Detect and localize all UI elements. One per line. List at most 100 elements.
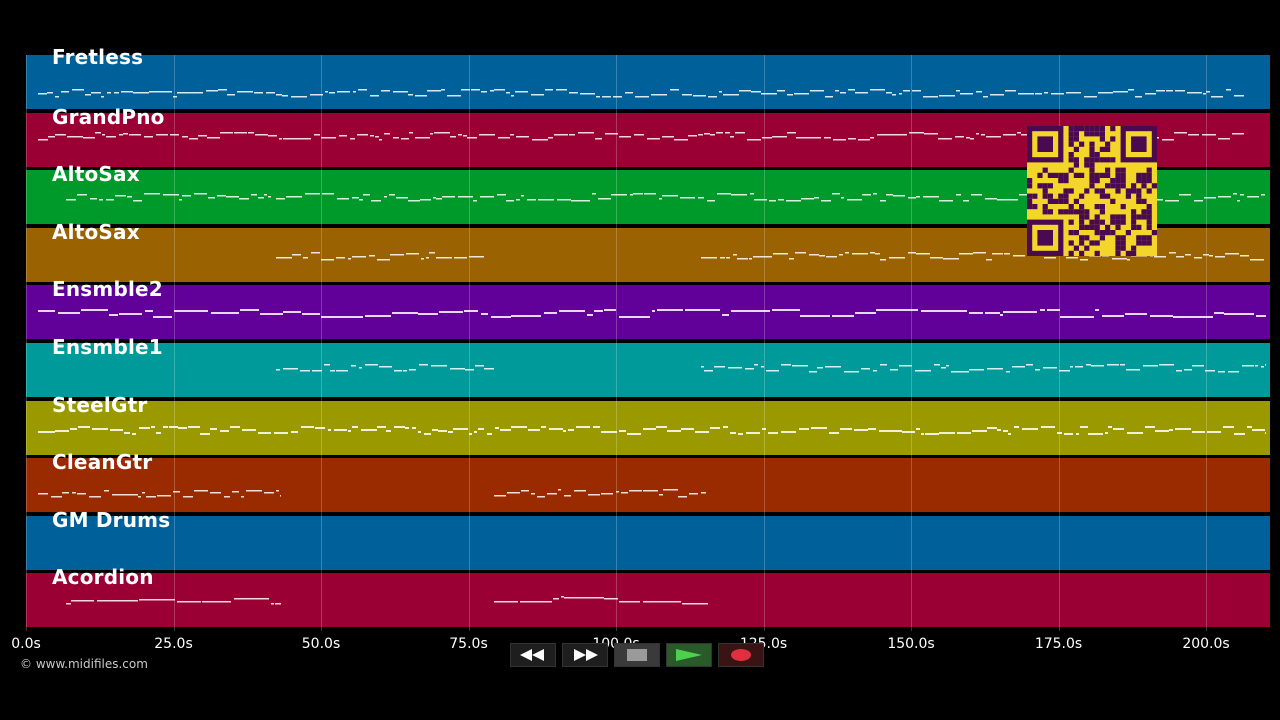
- stop-button[interactable]: [614, 643, 660, 667]
- note: [55, 429, 58, 432]
- note: [1225, 252, 1239, 255]
- note: [310, 94, 323, 96]
- note: [682, 94, 692, 96]
- note: [458, 133, 462, 136]
- note: [83, 136, 95, 139]
- note: [464, 310, 478, 313]
- note: [594, 310, 603, 313]
- note: [133, 133, 141, 136]
- note: [144, 135, 153, 138]
- note: [170, 133, 179, 136]
- note: [899, 93, 902, 95]
- note: [353, 91, 356, 93]
- note: [145, 310, 153, 313]
- note: [1019, 194, 1034, 196]
- note: [55, 133, 66, 136]
- note: [1125, 313, 1147, 316]
- note: [596, 96, 600, 98]
- note-track: [38, 489, 706, 498]
- note: [899, 365, 912, 367]
- note: [479, 133, 495, 136]
- note: [70, 427, 77, 430]
- note: [142, 492, 145, 494]
- note: [986, 258, 992, 261]
- note: [405, 426, 409, 429]
- note: [1145, 93, 1156, 95]
- note: [547, 493, 557, 495]
- note: [475, 365, 484, 367]
- note: [1113, 91, 1128, 93]
- note: [89, 496, 101, 498]
- note: [516, 135, 529, 138]
- note: [761, 93, 777, 95]
- note: [781, 364, 791, 366]
- note: [47, 92, 53, 94]
- note: [439, 311, 463, 314]
- note: [442, 196, 455, 198]
- note: [507, 492, 520, 494]
- note: [685, 309, 720, 312]
- note: [973, 251, 986, 254]
- note: [959, 252, 973, 255]
- record-button[interactable]: [718, 643, 764, 667]
- note: [156, 133, 168, 136]
- note: [1192, 430, 1205, 433]
- note: [544, 312, 557, 315]
- qr-code-graphic: [1027, 126, 1157, 256]
- note: [1256, 315, 1266, 318]
- note: [389, 194, 395, 196]
- note: [560, 89, 567, 91]
- note: [311, 251, 320, 254]
- note: [554, 133, 568, 136]
- note: [1218, 196, 1231, 198]
- note: [1175, 90, 1185, 92]
- note: [772, 309, 800, 312]
- note: [520, 601, 552, 603]
- note: [1040, 309, 1045, 312]
- note: [701, 256, 717, 259]
- note: [1169, 428, 1173, 431]
- note: [1206, 91, 1210, 93]
- note: [574, 490, 586, 492]
- note: [1105, 431, 1108, 434]
- note: [1226, 89, 1231, 91]
- note: [531, 493, 535, 495]
- note: [656, 425, 667, 428]
- note: [260, 313, 283, 316]
- note: [997, 199, 1010, 201]
- fast-forward-button[interactable]: [562, 643, 608, 667]
- note: [151, 425, 155, 428]
- note: [365, 315, 391, 318]
- note: [1174, 131, 1187, 134]
- note: [945, 310, 967, 313]
- track-label: AltoSax: [52, 162, 140, 187]
- note: [889, 256, 905, 259]
- note: [976, 91, 982, 93]
- note: [359, 367, 362, 369]
- time-tick-label: 150.0s: [887, 636, 935, 652]
- note: [810, 90, 824, 92]
- note: [266, 92, 275, 94]
- note: [886, 194, 893, 196]
- play-button[interactable]: [666, 643, 712, 667]
- note: [916, 252, 930, 255]
- note: [934, 364, 940, 366]
- note: [840, 92, 846, 94]
- note: [601, 430, 617, 433]
- note: [1041, 425, 1055, 428]
- rewind-button[interactable]: [510, 643, 556, 667]
- note: [772, 135, 787, 138]
- note: [232, 491, 239, 493]
- note: [179, 199, 182, 201]
- note: [334, 428, 347, 431]
- note: [138, 496, 141, 498]
- note: [925, 432, 939, 435]
- track-lane: Acordion: [26, 565, 1270, 630]
- note: [433, 197, 436, 199]
- note: [144, 193, 160, 195]
- note: [912, 90, 921, 92]
- note: [359, 199, 363, 201]
- note: [730, 135, 734, 138]
- note: [855, 92, 868, 94]
- note: [1162, 138, 1174, 141]
